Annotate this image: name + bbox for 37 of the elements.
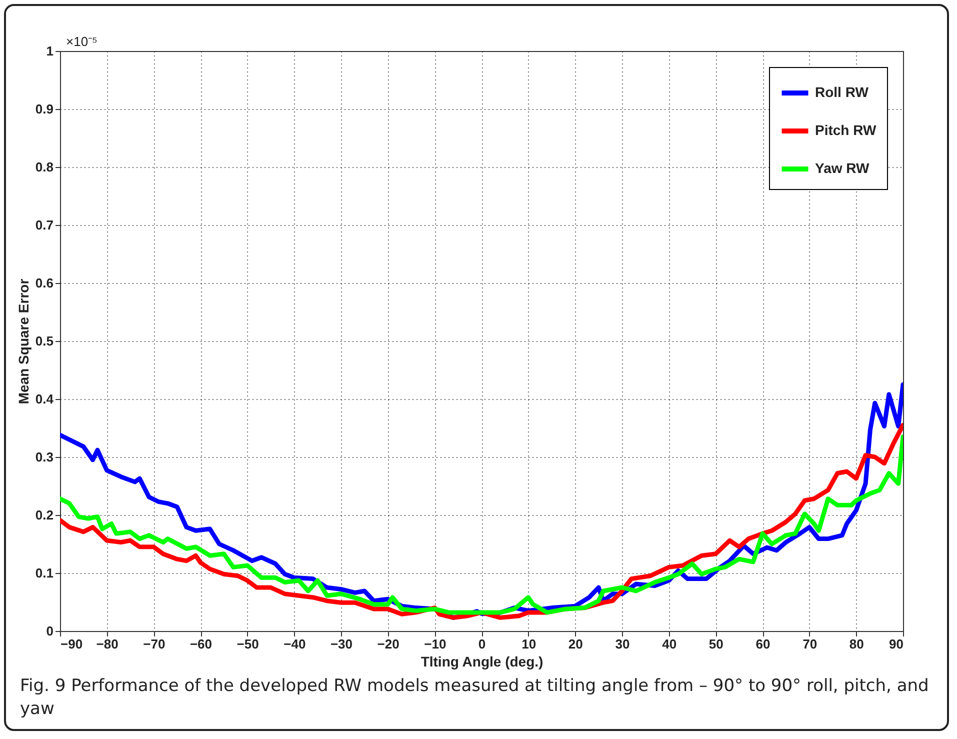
legend-label: Pitch RW bbox=[815, 122, 877, 138]
y-tick-label: 1 bbox=[46, 44, 54, 58]
y-axis-title: Mean Square Error bbox=[15, 278, 32, 404]
x-tick-label: 10 bbox=[522, 636, 536, 652]
y-tick-label: 0.6 bbox=[35, 276, 54, 290]
caption: Fig. 9 Performance of the developed RW models measured at tilting angle from – 90° to 90° roll, pitch, and yaw bbox=[19, 675, 930, 721]
legend-label: Roll RW bbox=[815, 84, 870, 100]
y-tick-label: 0 bbox=[46, 624, 54, 638]
x-tick-label: 40 bbox=[662, 636, 677, 652]
x-tick-label: 0 bbox=[478, 636, 486, 652]
x-tick-label: −40 bbox=[284, 636, 306, 652]
y-tick-label: 0.2 bbox=[35, 508, 54, 522]
text: ×10⁻⁵ bbox=[66, 34, 98, 49]
x-tick-label: 30 bbox=[615, 636, 630, 652]
x-axis-title: Tlting Angle (deg.) bbox=[420, 654, 544, 670]
x-tick-label: −10 bbox=[424, 636, 446, 652]
y-tick-label: 0.7 bbox=[35, 218, 54, 232]
y-tick-label: 0.3 bbox=[35, 450, 54, 464]
x-tick-label: −50 bbox=[236, 636, 259, 652]
x-tick-label: 80 bbox=[849, 636, 864, 652]
y-tick-label: 0.5 bbox=[35, 334, 54, 348]
y-tick-label: 0.4 bbox=[35, 392, 54, 406]
x-tick-label: 90 bbox=[889, 636, 904, 652]
x-tick-label: 20 bbox=[568, 636, 583, 652]
x-tick-label: −80 bbox=[96, 636, 118, 652]
x-tick-label: 60 bbox=[756, 636, 770, 652]
x-tick-label: −30 bbox=[330, 636, 353, 652]
y-tick-label: 0.9 bbox=[35, 102, 54, 116]
x-tick-label: −90 bbox=[60, 636, 83, 652]
x-tick-label: −20 bbox=[377, 636, 400, 652]
x-tick-label: 70 bbox=[802, 636, 818, 652]
x-tick-label: −70 bbox=[143, 636, 166, 652]
x-tick-label: −60 bbox=[190, 636, 212, 652]
x-tick-label: 50 bbox=[708, 636, 724, 652]
legend-label: Yaw RW bbox=[815, 160, 870, 176]
y-tick-label: 0.8 bbox=[35, 160, 54, 174]
y-tick-label: 0.1 bbox=[35, 566, 54, 580]
